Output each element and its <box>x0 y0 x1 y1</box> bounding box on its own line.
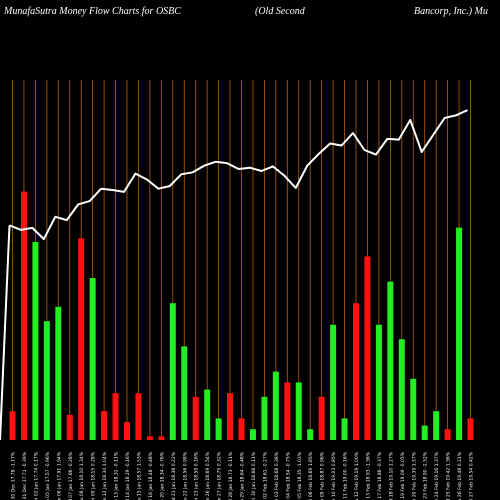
x-tick-label: Wed 07 Jan 17.86 -0.28% <box>68 451 74 500</box>
x-tick-labels: Tue 30 Dec 17.78 -1.17% Wed 31 Dec 17.71 … <box>11 451 475 500</box>
x-tick-label: Thu 29 Jan 18.64 -0.48% <box>240 451 246 500</box>
bar-mon-12-jan-2026 <box>101 411 108 440</box>
bar-mon-02-feb-2026 <box>261 396 268 440</box>
x-tick-label: Fri 09 Jan 18.15 0.28% <box>91 451 97 500</box>
bar-fri-23-jan-2026 <box>192 396 199 440</box>
x-tick-label: Tue 06 Jan 17.91 1.94% <box>56 451 62 500</box>
gridlines <box>12 80 471 440</box>
x-tick-label: Tue 17 Feb 18.86 -0.37% <box>377 451 383 500</box>
bar-wed-07-jan-2026 <box>66 414 73 440</box>
bar-tue-27-jan-2026 <box>215 418 222 440</box>
x-tick-label: Thu 22 Jan 18.56 0.98% <box>182 451 188 500</box>
x-tick-label: Tue 27 Jan 18.75 0.32% <box>217 451 223 500</box>
x-tick-label: Wed 31 Dec 17.71 -0.39% <box>22 451 28 500</box>
x-tick-label: Thu 26 Feb 19.46 0.21% <box>457 451 463 500</box>
x-tick-label: Thu 05 Feb 18.35 -1.03% <box>297 451 303 500</box>
bar-tue-17-feb-2026 <box>375 324 382 440</box>
x-tick-label: Tue 10 Feb 19.03 0.85% <box>331 451 337 500</box>
x-tick-label: Mon 02 Feb 18.61 -0.27% <box>262 451 268 500</box>
x-tick-label: Mon 12 Jan 18.34 1.04% <box>102 451 108 500</box>
x-tick-label: Wed 21 Jan 18.38 0.22% <box>171 451 177 500</box>
x-tick-label: Fri 20 Feb 19.39 1.57% <box>411 451 417 500</box>
x-tick-label: Mon 09 Feb 18.87 0.96% <box>320 451 326 500</box>
x-tick-label: Mon 05 Jan 17.57 -0.96% <box>45 451 51 500</box>
bar-wed-31-dec-2025 <box>20 191 27 440</box>
x-tick-label: Fri 30 Jan 18.66 0.11% <box>251 451 257 500</box>
bar-fri-13-feb-2026 <box>364 256 371 440</box>
x-tick-label: Wed 25 Feb 19.42 1.36% <box>446 451 452 500</box>
company-name-rest: Bancorp, Inc.) Mu <box>414 6 488 17</box>
x-tick-label: Wed 14 Jan 18.29 -0.16% <box>125 451 131 500</box>
x-tick-label: Wed 28 Jan 18.73 -0.11% <box>228 451 234 500</box>
bar-fri-02-jan-2026 <box>32 242 39 440</box>
bar-wed-21-jan-2026 <box>169 303 176 440</box>
x-tick-label: Fri 16 Jan 18.48 -0.48% <box>148 451 154 500</box>
bar-fri-16-jan-2026 <box>146 436 153 440</box>
price-line-series <box>0 109 468 441</box>
x-tick-label: Tue 30 Dec 17.78 -1.17% <box>11 451 17 500</box>
x-tick-label: Wed 04 Feb 18.54 -0.75% <box>285 451 291 500</box>
bar-mon-26-jan-2026 <box>204 389 211 440</box>
bar-fri-27-feb-2026 <box>467 418 474 440</box>
bar-tue-06-jan-2026 <box>55 306 62 440</box>
x-tick-label: Fri 06 Feb 18.69 1.85% <box>308 451 314 500</box>
bar-thu-19-feb-2026 <box>398 339 405 440</box>
x-tick-label: Tue 24 Feb 19.16 1.37% <box>434 451 440 500</box>
bar-thu-08-jan-2026 <box>78 238 85 440</box>
bar-thu-05-feb-2026 <box>295 382 302 440</box>
x-tick-label: Fri 13 Feb 18.93 -1.36% <box>365 451 371 500</box>
x-tick-label: Fri 27 Feb 19.54 0.42% <box>469 451 475 500</box>
x-tick-label: Thu 12 Feb 19.19 1.00% <box>354 451 360 500</box>
chart-header: MunafaSutra Money Flow Charts for OSBC (… <box>0 0 500 22</box>
x-tick-label: Tue 03 Feb 18.68 0.38% <box>274 451 280 500</box>
bar-mon-09-feb-2026 <box>318 396 325 440</box>
x-tick-label: Fri 02 Jan 17.74 0.17% <box>33 451 39 500</box>
price-line-start <box>0 225 11 441</box>
bar-mon-05-jan-2026 <box>43 321 50 440</box>
bar-thu-26-feb-2026 <box>456 227 463 440</box>
bar-fri-30-jan-2026 <box>249 429 256 440</box>
price-line <box>9 109 468 241</box>
x-tick-label: Mon 23 Feb 18.90 -2.52% <box>423 451 429 500</box>
bar-tue-03-feb-2026 <box>272 371 279 440</box>
bar-fri-09-jan-2026 <box>89 278 96 440</box>
bar-wed-25-feb-2026 <box>444 429 451 440</box>
bar-fri-20-feb-2026 <box>410 378 417 440</box>
bar-series <box>9 191 474 440</box>
bar-mon-23-feb-2026 <box>421 425 428 440</box>
x-tick-label: Tue 20 Jan 18.34 -0.76% <box>159 451 165 500</box>
x-tick-label: Tue 13 Jan 18.32 -0.11% <box>114 451 120 500</box>
x-tick-label: Thu 19 Feb 19.09 -0.05% <box>400 451 406 500</box>
bar-wed-04-feb-2026 <box>284 382 291 440</box>
bar-thu-15-jan-2026 <box>135 393 142 440</box>
company-name: (Old Second <box>255 6 305 17</box>
bar-tue-30-dec-2025 <box>9 411 16 440</box>
bar-thu-22-jan-2026 <box>181 346 188 440</box>
x-tick-label: Wed 11 Feb 19.00 -0.16% <box>343 451 349 500</box>
chart-title: MunafaSutra Money Flow Charts for OSBC <box>4 6 181 17</box>
x-tick-label: Thu 15 Jan 18.57 1.53% <box>136 451 142 500</box>
x-tick-label: Fri 23 Jan 18.59 0.16% <box>194 451 200 500</box>
bar-wed-14-jan-2026 <box>124 422 130 440</box>
bar-fri-06-feb-2026 <box>307 429 314 440</box>
bar-tue-10-feb-2026 <box>330 324 337 440</box>
bar-thu-12-feb-2026 <box>353 303 359 440</box>
x-tick-label: Mon 26 Jan 18.69 0.54% <box>205 451 211 500</box>
bar-tue-20-jan-2026 <box>158 436 165 440</box>
bar-wed-11-feb-2026 <box>341 418 348 440</box>
bar-wed-18-feb-2026 <box>387 281 394 440</box>
bar-tue-13-jan-2026 <box>112 393 119 440</box>
bar-thu-29-jan-2026 <box>238 418 245 440</box>
bar-wed-28-jan-2026 <box>227 393 234 440</box>
x-tick-label: Thu 08 Jan 18.10 1.34% <box>79 451 85 500</box>
bar-tue-24-feb-2026 <box>433 411 440 440</box>
x-tick-label: Wed 18 Feb 19.10 1.27% <box>388 451 394 500</box>
